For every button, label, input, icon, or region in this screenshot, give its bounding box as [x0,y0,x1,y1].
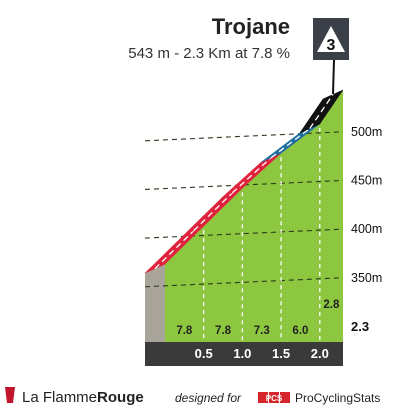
strip-centerline [309,94,334,129]
strip-centerline [193,192,233,232]
km-tick-label: 2.0 [311,346,329,361]
footer-brand-lfr: La FlammeRouge [5,387,144,406]
svg-text:La FlammeRouge: La FlammeRouge [22,389,144,406]
brand-suffix: Rouge [97,389,144,406]
grade-label: 7.3 [254,325,270,337]
altitude-tick-label: 450m [351,173,382,187]
km-tick-label: 1.5 [272,346,290,361]
pcs-name: ProCyclingStats [295,391,380,405]
climb-title: Trojane [212,14,290,39]
altitude-tick-label: 400m [351,222,382,236]
grade-label: 7.8 [176,325,193,337]
altitude-tick-label: 350m [351,271,382,285]
flag-logo-icon [5,387,15,403]
category-badge: 3 [313,18,349,60]
altitude-tick-label: 500m [351,125,382,139]
strip-centerline [270,127,311,159]
pcs-logo: PCS [258,392,290,403]
km-tick-label: 1.0 [233,346,251,361]
km-tick-label: 0.5 [195,346,213,361]
pcs-badge-text: PCS [266,394,283,403]
grade-label: 7.8 [215,325,232,337]
brand-prefix: La Flamme [22,389,97,406]
category-label: 3 [327,37,336,54]
grade-label: 6.0 [292,325,308,337]
altitude-gridline [144,277,344,288]
designed-for-text: designed for [175,391,242,405]
strip-centerline [154,230,195,270]
profile-area [165,89,343,342]
climb-summary: 543 m - 2.3 Km at 7.8 % [128,45,290,62]
strip-centerline [231,157,272,194]
grade-label: 2.8 [323,299,340,311]
end-km-label: 2.3 [351,319,369,334]
category-marker-stem [332,59,335,94]
altitude-gridline [144,228,344,239]
distance-band [145,342,343,366]
altitude-gridline [144,131,344,142]
start-block [145,264,165,342]
